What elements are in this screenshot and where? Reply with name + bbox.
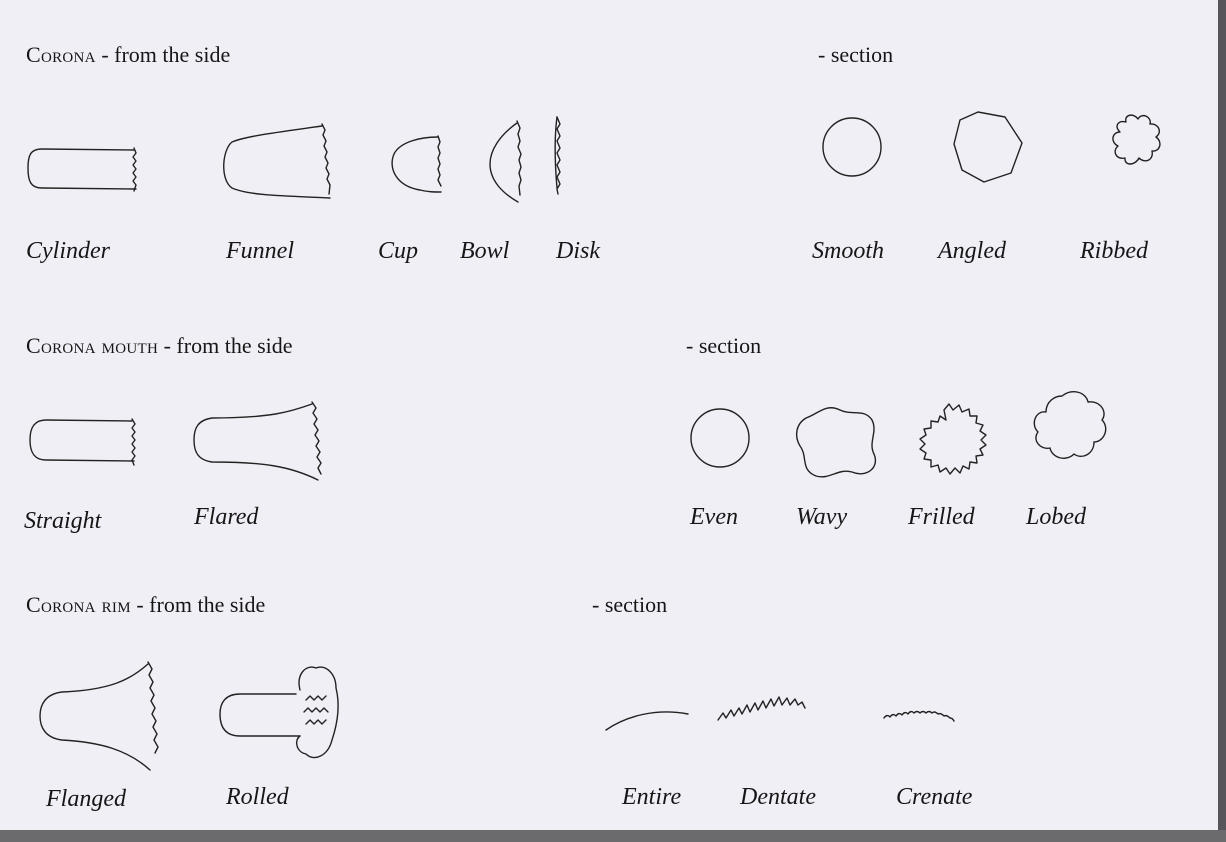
frilled-section-shape [919, 403, 987, 475]
rolled-shape [219, 666, 339, 759]
label-straight: Straight [24, 508, 102, 534]
label-rolled: Rolled [226, 784, 289, 810]
bowl-shape [489, 120, 522, 203]
diagram-sheet: Corona - from the side - section Corona … [0, 0, 1218, 830]
crenate-section-shape [883, 710, 955, 722]
label-flared: Flared [194, 504, 259, 530]
entire-section-shape [605, 711, 689, 731]
corona-mouth-heading: Corona mouth - from the side [26, 333, 293, 358]
flared-shape [193, 401, 322, 481]
label-frilled: Frilled [908, 504, 975, 530]
disk-shape [554, 116, 561, 195]
label-bowl: Bowl [460, 238, 510, 264]
straight-shape [29, 418, 136, 466]
smooth-section-shape [822, 117, 882, 177]
dentate-section-shape [717, 696, 806, 721]
corona-section-heading: - section [818, 42, 894, 67]
even-section-shape [690, 408, 750, 468]
lobed-section-shape [1033, 391, 1107, 459]
label-cup: Cup [378, 238, 419, 264]
label-ribbed: Ribbed [1080, 238, 1148, 264]
wavy-section-shape [795, 407, 877, 478]
label-cylinder: Cylinder [26, 238, 110, 264]
label-dentate: Dentate [740, 784, 816, 810]
corona-rim-heading: Corona rim - from the side [26, 592, 266, 617]
label-funnel: Funnel [226, 238, 294, 264]
corona-heading: Corona - from the side [26, 42, 231, 67]
corona-mouth-section-heading: - section [686, 333, 762, 358]
angled-section-shape [953, 111, 1023, 183]
label-smooth: Smooth [812, 238, 884, 264]
page-right-edge [1218, 0, 1226, 842]
label-lobed: Lobed [1026, 504, 1086, 530]
funnel-shape [223, 123, 331, 199]
ribbed-section-shape [1112, 114, 1161, 165]
label-crenate: Crenate [896, 784, 973, 810]
corona-rim-section-heading: - section [592, 592, 668, 617]
flanged-shape [39, 661, 159, 771]
label-entire: Entire [622, 784, 682, 810]
label-disk: Disk [556, 238, 600, 264]
label-angled: Angled [938, 238, 1006, 264]
cup-shape [391, 135, 442, 193]
label-wavy: Wavy [796, 504, 848, 530]
page-bottom-edge [0, 830, 1226, 842]
cylinder-shape [27, 147, 137, 192]
label-flanged: Flanged [46, 786, 126, 812]
shape-drawings [27, 111, 1161, 771]
label-even: Even [690, 504, 738, 530]
